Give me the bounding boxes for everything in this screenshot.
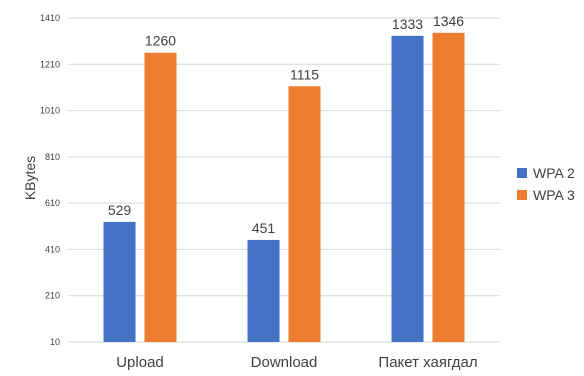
legend-item-series-1: WPA 2 [517,162,575,184]
legend-item-series-2: WPA 3 [517,184,575,206]
bar-2-3 [432,32,465,342]
y-tick-label-7: 1410 [40,13,60,23]
y-tick-label-2: 410 [45,244,60,254]
data-label-2-3: 1346 [433,13,464,29]
legend-label-series-1: WPA 2 [533,165,575,181]
y-tick-label-1: 210 [45,291,60,301]
y-tick-label-0: 10 [50,337,60,347]
bar-2-1 [144,52,177,342]
x-category-label-1: Upload [116,354,164,371]
y-axis-title: KBytes [22,155,39,201]
x-category-label-2: Download [251,354,318,371]
legend-swatch-series-2 [517,190,527,200]
data-label-2-2: 1115 [290,66,319,82]
legend: WPA 2 WPA 3 [517,162,575,206]
bar-1-3 [391,35,424,342]
data-label-1-1: 529 [108,202,132,218]
y-tick-label-5: 1010 [40,106,60,116]
data-label-1-3: 1333 [392,16,423,32]
data-label-2-1: 1260 [145,33,176,49]
data-label-1-2: 451 [252,220,276,236]
y-tick-label-4: 810 [45,152,60,162]
bar-2-2 [288,86,321,343]
y-tick-label-3: 610 [45,198,60,208]
x-category-label-3: Пакет хаягдал [378,354,477,371]
bar-1-2 [247,239,280,342]
legend-label-series-2: WPA 3 [533,187,575,203]
y-tick-label-6: 1210 [40,59,60,69]
bar-1-1 [103,221,136,342]
legend-swatch-series-1 [517,168,527,178]
